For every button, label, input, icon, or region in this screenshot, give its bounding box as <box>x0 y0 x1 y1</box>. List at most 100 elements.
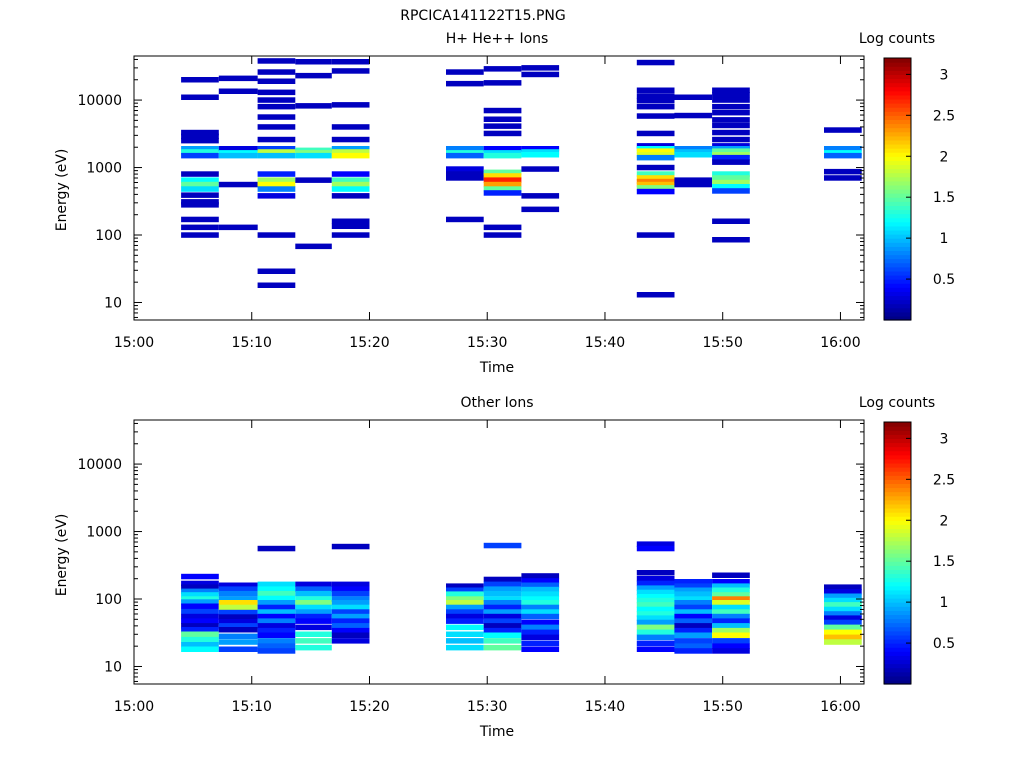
heatmap-cell <box>636 597 675 604</box>
heatmap-cell <box>257 149 296 155</box>
colorbar-tick-label: 2 <box>940 149 949 165</box>
heatmap-cell <box>257 58 296 64</box>
colorbar-swatch <box>884 152 911 157</box>
colorbar-swatch <box>884 626 911 632</box>
heatmap-cell <box>674 627 713 634</box>
heatmap-cell <box>446 596 484 602</box>
heatmap-cell <box>257 618 296 624</box>
heatmap-cell <box>257 627 296 634</box>
heatmap-cell <box>636 615 675 621</box>
colorbar-swatch <box>884 499 911 505</box>
colorbar-swatch <box>884 262 911 268</box>
colorbar-swatch <box>884 189 911 194</box>
heatmap-cell <box>446 631 484 637</box>
colorbar-swatch <box>884 462 911 468</box>
heatmap-cell <box>218 88 258 94</box>
x-tick-label: 16:00 <box>820 335 860 351</box>
colorbar-swatch <box>884 577 911 583</box>
heatmap-cell <box>712 237 750 243</box>
heatmap-cell <box>636 619 675 626</box>
heatmap-cell <box>446 600 484 606</box>
colorbar-swatch <box>884 274 911 280</box>
heatmap-cell <box>674 146 713 152</box>
heatmap-cell <box>521 166 560 172</box>
heatmap-cell <box>636 589 675 596</box>
heatmap-cell <box>295 581 332 588</box>
heatmap-cell <box>181 192 219 198</box>
heatmap-cell <box>636 624 675 631</box>
colorbar-tick-label: 3 <box>940 67 949 83</box>
heatmap-cell <box>218 614 258 620</box>
heatmap-cell <box>331 586 370 592</box>
heatmap-cell <box>331 146 370 152</box>
heatmap-cell <box>712 623 750 629</box>
colorbar-swatch <box>884 74 911 80</box>
heatmap-cell <box>712 218 750 224</box>
heatmap-cell <box>712 613 750 620</box>
y-tick-label: 100 <box>95 228 122 244</box>
heatmap-cell <box>218 639 258 645</box>
colorbar-swatch <box>884 667 911 673</box>
y-tick-label: 10000 <box>77 457 122 473</box>
heatmap-cell <box>824 593 862 599</box>
colorbar-swatch <box>884 495 911 501</box>
heatmap-cell <box>712 184 750 190</box>
x-tick-label: 15:00 <box>114 335 154 351</box>
colorbar-swatch <box>884 94 911 100</box>
heatmap-cell <box>674 181 713 188</box>
x-tick-label: 16:00 <box>820 699 860 715</box>
colorbar-swatch <box>884 86 911 92</box>
heatmap-cell <box>712 596 750 602</box>
heatmap-cell <box>257 604 296 611</box>
colorbar-swatch <box>884 438 911 444</box>
heatmap-cell <box>483 224 522 231</box>
colorbar-swatch <box>884 193 911 198</box>
heatmap-cells <box>181 541 862 654</box>
colorbar-swatch <box>884 123 911 129</box>
heatmap-cell <box>331 596 370 602</box>
heatmap-cell <box>446 591 484 597</box>
heatmap-cell <box>181 592 219 598</box>
heatmap-cell <box>483 604 522 611</box>
heatmap-cell <box>257 146 296 152</box>
heatmap-cell <box>295 604 332 611</box>
heatmap-cell <box>712 618 750 624</box>
heatmap-cell <box>674 112 713 119</box>
heatmap-cell <box>521 609 560 615</box>
heatmap-cell <box>521 573 560 579</box>
heatmap-cell <box>712 136 750 143</box>
colorbar-swatch <box>884 544 911 550</box>
y-tick-label: 100 <box>95 592 122 608</box>
colorbar-swatch <box>884 135 911 141</box>
heatmap-cell <box>674 632 713 638</box>
heatmap-cell <box>331 186 370 192</box>
heatmap-cell <box>636 541 675 547</box>
heatmap-cell <box>483 186 522 192</box>
colorbar-frame <box>883 57 912 321</box>
heatmap-cell <box>824 597 862 604</box>
heatmap-cell <box>257 545 296 552</box>
heatmap-cell <box>483 152 522 159</box>
heatmap-cell <box>257 648 296 654</box>
heatmap-cell <box>636 93 675 99</box>
colorbar-swatch <box>884 295 911 301</box>
heatmap-cell <box>674 638 713 644</box>
x-tick-label: 15:40 <box>585 699 625 715</box>
heatmap-cell <box>181 146 219 152</box>
heatmap-cell <box>257 282 296 288</box>
heatmap-cell <box>636 152 675 158</box>
heatmap-cell <box>331 68 370 74</box>
colorbar-swatch <box>884 201 911 206</box>
heatmap-cell <box>331 171 370 177</box>
colorbar-swatch <box>884 172 911 178</box>
heatmap-cell <box>712 572 750 578</box>
heatmap-cell <box>257 171 296 177</box>
heatmap-cell <box>483 596 522 602</box>
heatmap-cell <box>824 634 862 641</box>
colorbar-swatch <box>884 287 911 292</box>
colorbar-swatch <box>884 242 911 247</box>
heatmap-cell <box>446 146 484 152</box>
colorbar: 0.5 1 1.5 2 2.5 3 <box>883 421 955 685</box>
heatmap-cell <box>483 177 522 183</box>
colorbar-swatch <box>884 238 911 243</box>
